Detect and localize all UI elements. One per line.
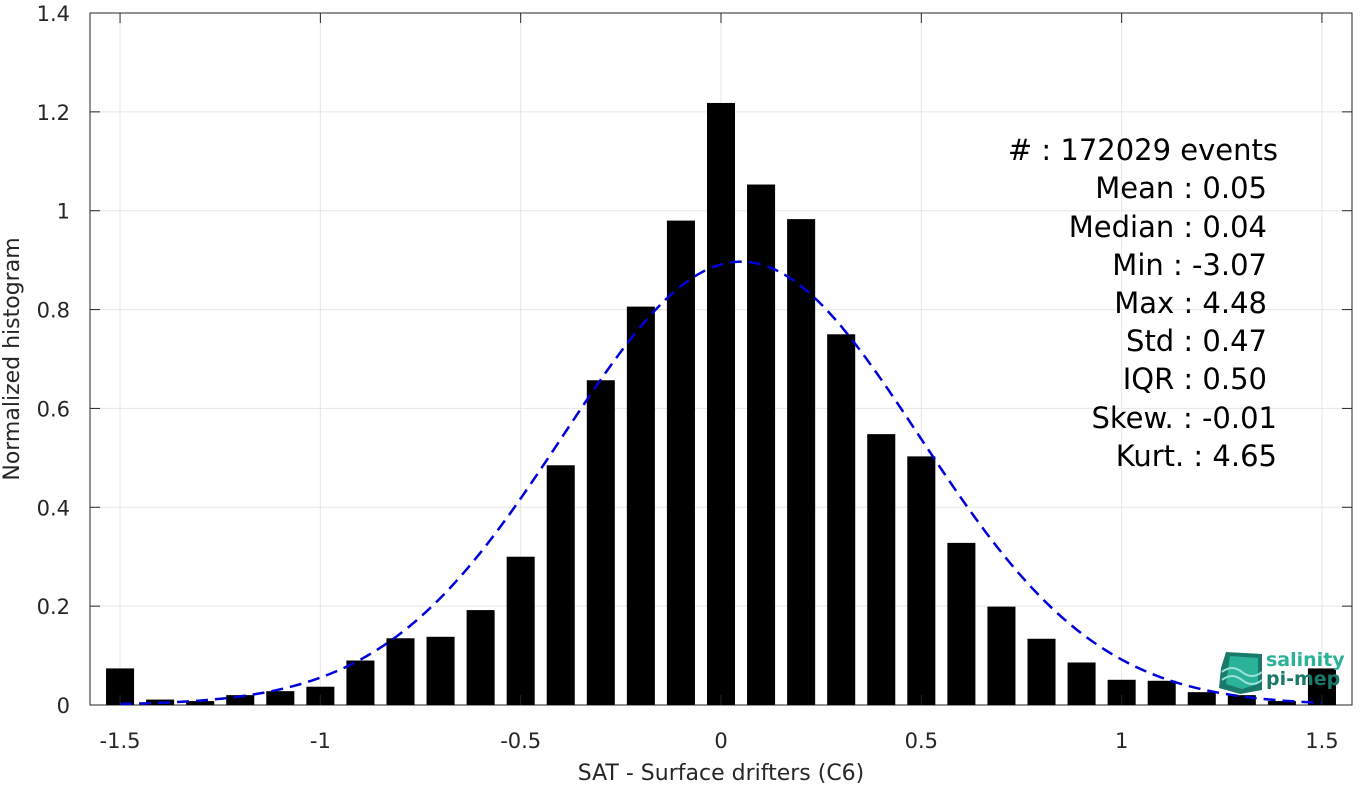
stat-kurt: Kurt. : 4.65 xyxy=(1116,439,1277,473)
histogram-bar xyxy=(827,334,856,705)
stat-iqr: IQR : 0.50 xyxy=(1123,362,1267,396)
histogram-bar xyxy=(1267,701,1296,705)
x-axis-ticks: -1.5 -1 -0.5 0 0.5 1 1.5 xyxy=(100,13,1339,753)
x-tick-label: 1.5 xyxy=(1305,729,1338,753)
y-tick-label: 0 xyxy=(57,694,70,718)
histogram-bar xyxy=(1147,680,1176,705)
gaussian-fit-curve xyxy=(120,260,1323,706)
y-tick-label: 0.6 xyxy=(37,397,70,421)
x-tick-label: -1.5 xyxy=(100,729,141,753)
histogram-bar xyxy=(1027,638,1056,705)
y-tick-label: 0.8 xyxy=(37,299,70,323)
x-axis-label: SAT - Surface drifters (C6) xyxy=(578,761,865,785)
histogram-bar xyxy=(987,606,1016,705)
histogram-bar xyxy=(506,556,535,705)
x-tick-label: 0.5 xyxy=(905,729,938,753)
histogram-bar xyxy=(666,220,695,705)
logo-text-salinity: salinity xyxy=(1266,649,1345,671)
histogram-bars xyxy=(106,102,1336,706)
y-tick-label: 0.2 xyxy=(37,595,70,619)
histogram-bar xyxy=(1187,692,1216,705)
y-axis-label: Normalized histogram xyxy=(0,237,25,480)
histogram-bar xyxy=(947,542,976,705)
stat-std: Std : 0.47 xyxy=(1126,324,1267,358)
y-axis-ticks: 0 0.2 0.4 0.6 0.8 1 1.2 1.4 xyxy=(37,2,1352,718)
histogram-bar xyxy=(907,456,936,705)
histogram-bar xyxy=(466,610,495,705)
stat-mean: Mean : 0.05 xyxy=(1095,171,1267,205)
histogram-bar xyxy=(226,695,255,705)
stat-min: Min : -3.07 xyxy=(1112,248,1267,282)
histogram-bar xyxy=(867,434,896,705)
histogram-bar xyxy=(706,102,736,705)
histogram-bar xyxy=(266,691,295,705)
y-tick-label: 1.2 xyxy=(37,101,70,125)
y-tick-label: 0.4 xyxy=(37,496,70,520)
stat-skew: Skew. : -0.01 xyxy=(1091,401,1277,435)
stat-median: Median : 0.04 xyxy=(1069,210,1267,244)
histogram-bar xyxy=(426,636,455,705)
histogram-bar xyxy=(346,660,375,705)
histogram-bar xyxy=(626,306,655,705)
x-tick-label: 0 xyxy=(714,729,727,753)
y-tick-label: 1.4 xyxy=(37,2,70,26)
x-tick-label: -0.5 xyxy=(500,729,541,753)
stat-max: Max : 4.48 xyxy=(1114,286,1267,320)
histogram-bar xyxy=(186,701,215,705)
y-tick-label: 1 xyxy=(57,200,70,224)
x-tick-label: 1 xyxy=(1115,729,1128,753)
histogram-bar xyxy=(1067,662,1096,705)
histogram-bar xyxy=(586,380,615,705)
x-tick-label: -1 xyxy=(310,729,331,753)
histogram-bar xyxy=(787,219,816,706)
logo-text-pimep: pi-mep xyxy=(1266,668,1340,690)
logo-mark-icon xyxy=(1219,652,1263,694)
histogram-bar xyxy=(546,465,575,705)
histogram-bar xyxy=(386,638,415,705)
stat-events: # : 172029 events xyxy=(1008,133,1278,167)
statistics-box: # : 172029 events Mean : 0.05 Median : 0… xyxy=(1008,133,1278,473)
histogram-bar xyxy=(747,184,776,705)
salinity-pimep-logo: salinity pi-mep xyxy=(1219,649,1345,694)
histogram-bar xyxy=(1227,695,1256,705)
